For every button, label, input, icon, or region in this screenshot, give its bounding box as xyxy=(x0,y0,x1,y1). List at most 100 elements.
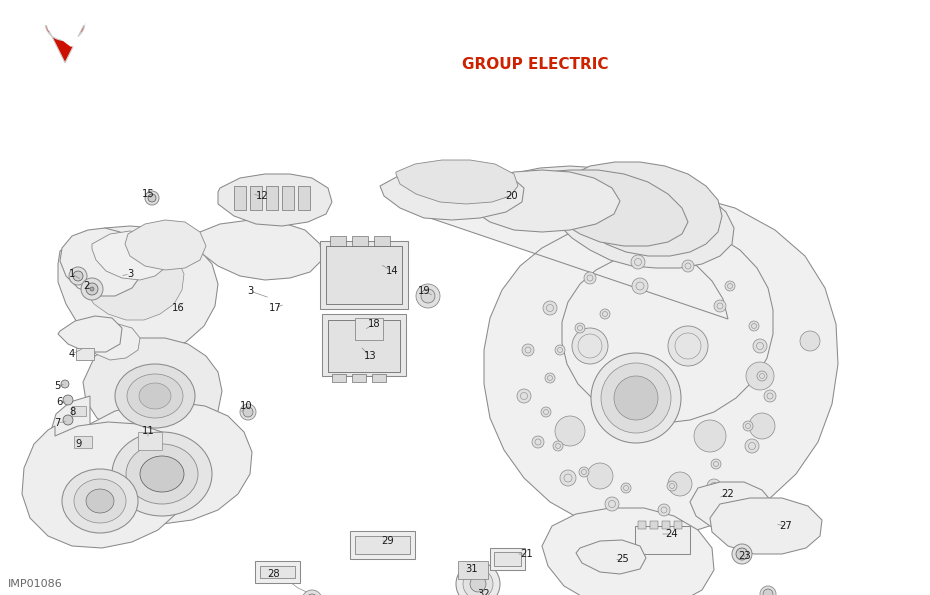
Bar xyxy=(635,526,690,554)
Ellipse shape xyxy=(631,255,645,269)
Polygon shape xyxy=(505,170,688,246)
Ellipse shape xyxy=(522,344,534,356)
Text: 15: 15 xyxy=(141,189,154,199)
Text: 23: 23 xyxy=(738,551,751,561)
Polygon shape xyxy=(50,396,252,524)
Text: 12: 12 xyxy=(256,191,269,201)
Ellipse shape xyxy=(62,469,138,533)
Bar xyxy=(326,246,402,304)
Ellipse shape xyxy=(749,321,759,331)
Polygon shape xyxy=(22,422,188,548)
Ellipse shape xyxy=(668,326,708,366)
Bar xyxy=(250,186,262,210)
Ellipse shape xyxy=(240,404,256,420)
Ellipse shape xyxy=(725,281,735,291)
Polygon shape xyxy=(576,540,646,574)
Polygon shape xyxy=(47,21,84,46)
Ellipse shape xyxy=(668,472,692,496)
Ellipse shape xyxy=(127,374,183,418)
Polygon shape xyxy=(83,338,222,440)
Ellipse shape xyxy=(736,548,748,560)
Polygon shape xyxy=(490,166,734,268)
Bar xyxy=(138,432,162,450)
Ellipse shape xyxy=(541,407,551,417)
Text: 19: 19 xyxy=(418,286,431,296)
Ellipse shape xyxy=(126,444,198,504)
Text: 24: 24 xyxy=(666,529,678,539)
Text: 7: 7 xyxy=(54,418,60,428)
Ellipse shape xyxy=(714,300,726,312)
Text: 9: 9 xyxy=(76,439,82,449)
Ellipse shape xyxy=(306,594,318,595)
Bar xyxy=(662,521,670,529)
Text: 16: 16 xyxy=(172,303,184,313)
Bar xyxy=(350,531,415,559)
Ellipse shape xyxy=(621,483,631,493)
Bar xyxy=(260,566,295,578)
Bar xyxy=(234,186,246,210)
Text: GROUP ELECTRIC: GROUP ELECTRIC xyxy=(461,57,608,72)
Polygon shape xyxy=(58,316,122,352)
Bar xyxy=(650,521,658,529)
Bar xyxy=(72,406,86,416)
Polygon shape xyxy=(710,498,822,554)
Text: 8: 8 xyxy=(69,407,75,417)
Text: 4: 4 xyxy=(69,349,75,359)
Text: 6: 6 xyxy=(56,397,62,407)
Ellipse shape xyxy=(145,191,159,205)
Bar xyxy=(494,552,521,566)
Text: 1: 1 xyxy=(69,269,75,279)
Polygon shape xyxy=(80,242,184,320)
Bar xyxy=(298,186,310,210)
Ellipse shape xyxy=(140,456,184,492)
Bar xyxy=(255,561,300,583)
Bar xyxy=(374,236,390,246)
Ellipse shape xyxy=(421,289,435,303)
Ellipse shape xyxy=(743,421,753,431)
Ellipse shape xyxy=(63,395,73,405)
Text: 13: 13 xyxy=(364,351,377,361)
Ellipse shape xyxy=(532,436,544,448)
Bar xyxy=(266,186,278,210)
Ellipse shape xyxy=(86,489,114,513)
Polygon shape xyxy=(125,220,206,270)
Ellipse shape xyxy=(575,323,585,333)
Text: IMP01086: IMP01086 xyxy=(8,579,62,589)
Text: 21: 21 xyxy=(521,549,534,559)
Ellipse shape xyxy=(763,589,773,595)
Text: 31: 31 xyxy=(466,564,478,574)
Ellipse shape xyxy=(711,459,721,469)
Ellipse shape xyxy=(749,413,775,439)
Polygon shape xyxy=(430,184,838,534)
Ellipse shape xyxy=(243,407,253,417)
Text: 14: 14 xyxy=(386,266,398,276)
Ellipse shape xyxy=(584,272,596,284)
Bar xyxy=(490,548,525,570)
Ellipse shape xyxy=(658,504,670,516)
Bar xyxy=(674,521,682,529)
Ellipse shape xyxy=(463,569,493,595)
Ellipse shape xyxy=(555,416,585,446)
Ellipse shape xyxy=(517,389,531,403)
Text: 17: 17 xyxy=(269,303,282,313)
Bar xyxy=(352,374,366,382)
Text: 11: 11 xyxy=(141,426,154,436)
Text: 18: 18 xyxy=(367,319,380,329)
Ellipse shape xyxy=(587,463,613,489)
Bar xyxy=(355,536,410,554)
Ellipse shape xyxy=(302,590,322,595)
Polygon shape xyxy=(60,228,142,296)
Bar xyxy=(282,186,294,210)
Bar xyxy=(458,561,488,579)
Ellipse shape xyxy=(555,345,565,355)
Text: 22: 22 xyxy=(722,489,735,499)
Polygon shape xyxy=(396,160,518,204)
Bar xyxy=(332,374,346,382)
Text: 2: 2 xyxy=(83,281,89,291)
Text: DRAWING 18A - ENGINE CONTROL UNIT [MOD:M 821]: DRAWING 18A - ENGINE CONTROL UNIT [MOD:M… xyxy=(193,18,877,42)
Ellipse shape xyxy=(601,363,671,433)
Ellipse shape xyxy=(572,328,608,364)
Ellipse shape xyxy=(682,260,694,272)
Ellipse shape xyxy=(764,390,776,402)
Polygon shape xyxy=(542,508,714,595)
